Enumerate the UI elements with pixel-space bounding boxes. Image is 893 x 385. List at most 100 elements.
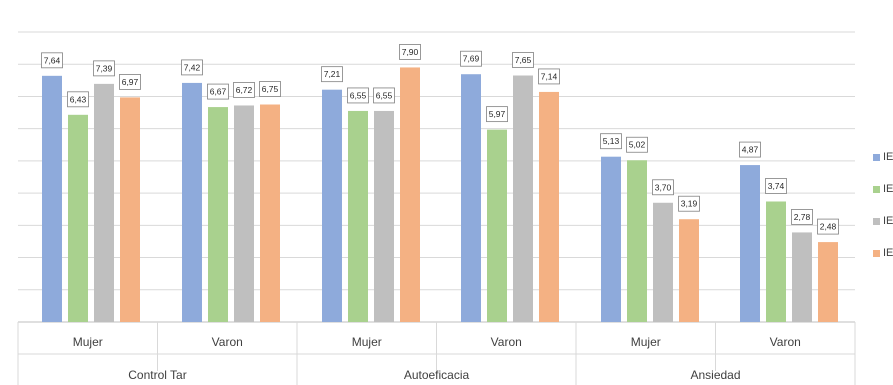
data-label-ie1-5: 5,13 [601, 134, 622, 149]
data-label-ie2-6: 3,74 [766, 178, 787, 193]
data-label-ie3-5: 3,70 [653, 180, 674, 195]
data-label-ie2-4: 5,97 [487, 107, 508, 122]
data-label-ie3-4: 7,65 [513, 53, 534, 68]
bar-ie4-5 [679, 219, 699, 322]
data-label-ie4-1: 6,97 [120, 74, 141, 89]
legend-swatch [873, 250, 880, 257]
bar-ie1-5 [601, 157, 621, 322]
data-label-ie1-2: 7,42 [182, 60, 203, 75]
bar-ie3-5 [653, 203, 673, 322]
legend: IE1 IE2 IE3 IE4 [873, 150, 893, 278]
legend-swatch [873, 186, 880, 193]
bar-ie4-6 [818, 242, 838, 322]
bar-ie2-4 [487, 130, 507, 322]
bar-ie2-2 [208, 107, 228, 322]
bar-ie4-1 [120, 97, 140, 322]
data-label-text: 6,97 [122, 77, 139, 87]
legend-swatch [873, 154, 880, 161]
data-label-ie1-1: 7,64 [42, 53, 63, 68]
group-label: Control Tar [128, 368, 186, 382]
group-label: Autoeficacia [404, 368, 470, 382]
bar-ie4-2 [260, 105, 280, 323]
bar-ie1-3 [322, 90, 342, 322]
data-label-ie1-3: 7,21 [322, 67, 343, 82]
bar-ie2-3 [348, 111, 368, 322]
bar-ie2-5 [627, 160, 647, 322]
legend-label: IE1 [883, 150, 893, 164]
data-label-ie3-2: 6,72 [234, 82, 255, 97]
category-label: Mujer [631, 335, 661, 349]
data-label-text: 4,87 [742, 145, 759, 155]
data-label-ie2-1: 6,43 [68, 92, 89, 107]
data-label-ie1-4: 7,69 [461, 51, 482, 66]
data-label-ie2-5: 5,02 [627, 137, 648, 152]
data-label-text: 7,39 [96, 63, 113, 73]
data-label-text: 6,67 [210, 87, 227, 97]
data-label-ie4-2: 6,75 [260, 82, 281, 97]
data-label-text: 7,90 [402, 47, 419, 57]
data-label-ie1-6: 4,87 [740, 142, 761, 157]
data-label-ie4-5: 3,19 [679, 196, 700, 211]
group-label: Ansiedad [690, 368, 740, 382]
data-label-ie3-6: 2,78 [792, 209, 813, 224]
data-label-text: 7,69 [463, 54, 480, 64]
data-label-text: 7,42 [184, 62, 201, 72]
legend-swatch [873, 218, 880, 225]
data-label-text: 6,55 [376, 90, 393, 100]
bar-ie1-2 [182, 83, 202, 322]
bar-ie1-1 [42, 76, 62, 322]
bar-ie3-3 [374, 111, 394, 322]
data-label-ie3-3: 6,55 [374, 88, 395, 103]
data-label-text: 3,70 [655, 182, 672, 192]
legend-label: IE3 [883, 214, 893, 228]
bar-ie1-4 [461, 74, 481, 322]
legend-item-ie2: IE2 [873, 182, 893, 196]
bar-ie1-6 [740, 165, 760, 322]
legend-item-ie3: IE3 [873, 214, 893, 228]
bar-ie3-2 [234, 105, 254, 322]
data-label-text: 5,97 [489, 109, 506, 119]
bar-ie3-1 [94, 84, 114, 322]
bar-ie4-3 [400, 67, 420, 322]
data-label-text: 5,13 [603, 136, 620, 146]
data-label-text: 7,14 [541, 71, 558, 81]
data-label-ie2-2: 6,67 [208, 84, 229, 99]
legend-item-ie1: IE1 [873, 150, 893, 164]
category-label: Varon [491, 335, 522, 349]
category-label: Mujer [73, 335, 103, 349]
bar-ie2-6 [766, 201, 786, 322]
bar-ie3-4 [513, 76, 533, 323]
data-label-text: 7,64 [44, 55, 61, 65]
data-label-ie4-6: 2,48 [818, 219, 839, 234]
data-label-text: 5,02 [629, 140, 646, 150]
data-label-text: 2,78 [794, 212, 811, 222]
bars [42, 67, 838, 322]
data-label-text: 2,48 [820, 222, 837, 232]
data-label-text: 7,21 [324, 69, 341, 79]
category-label: Varon [770, 335, 801, 349]
data-label-ie4-4: 7,14 [539, 69, 560, 84]
data-label-ie4-3: 7,90 [400, 44, 421, 59]
data-label-text: 6,55 [350, 90, 367, 100]
bar-ie3-6 [792, 232, 812, 322]
data-label-ie3-1: 7,39 [94, 61, 115, 76]
bar-ie4-4 [539, 92, 559, 322]
data-label-text: 6,43 [70, 94, 87, 104]
data-labels: 7,64 6,43 7,39 6,97 7,42 6,67 6,72 6,75 7,21 6,55… [42, 44, 839, 234]
legend-label: IE2 [883, 182, 893, 196]
bar-ie2-1 [68, 115, 88, 322]
data-label-ie2-3: 6,55 [348, 88, 369, 103]
category-label: Varon [212, 335, 243, 349]
data-label-text: 7,65 [515, 55, 532, 65]
gridlines [18, 32, 855, 322]
legend-item-ie4: IE4 [873, 246, 893, 260]
data-label-text: 3,19 [681, 199, 698, 209]
category-label: Mujer [352, 335, 382, 349]
data-label-text: 6,72 [236, 85, 253, 95]
data-label-text: 6,75 [262, 84, 279, 94]
category-axis: Mujer Varon Mujer Varon Mujer Varon Control Ta… [18, 322, 855, 385]
legend-label: IE4 [883, 246, 893, 260]
data-label-text: 3,74 [768, 181, 785, 191]
